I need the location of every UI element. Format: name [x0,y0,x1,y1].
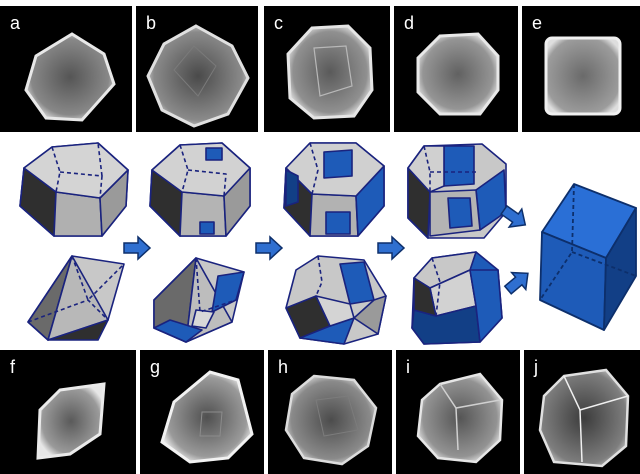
rhombic-dodecahedron-model [19,142,129,237]
particle-image-c [286,24,374,120]
particle-image-g [160,370,254,464]
panel-label-a: a [10,13,21,33]
particle-image-d [416,32,500,116]
truncated-rhombic-dodecahedron-model [149,142,251,237]
micrograph-panel-d: d [394,6,518,132]
octahedron-model [27,255,125,341]
micrograph-panel-f: f [0,350,136,474]
micrograph-panel-e: e [522,6,640,132]
micrograph-panel-i: i [396,350,520,474]
micrograph-panel-g: g [140,350,264,474]
micrograph-panel-a: a [0,6,132,132]
panel-label-g: g [150,357,161,377]
particle-image-a [24,32,116,122]
truncated-model-h [285,255,387,345]
micrograph-panel-b: b [136,6,258,132]
particle-image-e [544,36,622,116]
truncated-model-c [283,142,385,237]
cube-model [539,183,637,331]
particle-image-b [146,24,250,128]
truncated-octahedron-model [153,257,245,343]
micrograph-panel-c: c [264,6,390,132]
up-right-arrow-icon [500,264,536,300]
panel-label-f: f [10,357,16,377]
micrograph-panel-h: h [268,350,392,474]
right-arrow-icon [377,236,405,260]
panel-label-j: j [534,357,538,377]
panel-label-d: d [404,13,415,33]
particle-image-h [284,374,378,466]
particle-image-i [416,372,504,464]
micrograph-panel-j: j [524,350,640,474]
truncated-cube-model-d [407,143,507,239]
particle-image-j [538,368,630,468]
panel-label-h: h [278,357,289,377]
right-arrow-icon [123,236,151,260]
panel-label-b: b [146,13,157,33]
particle-image-f [36,382,106,460]
panel-label-e: e [532,13,543,33]
right-arrow-icon [255,236,283,260]
panel-label-i: i [406,357,410,377]
truncated-cube-model-i [411,251,503,345]
panel-label-c: c [274,13,283,33]
